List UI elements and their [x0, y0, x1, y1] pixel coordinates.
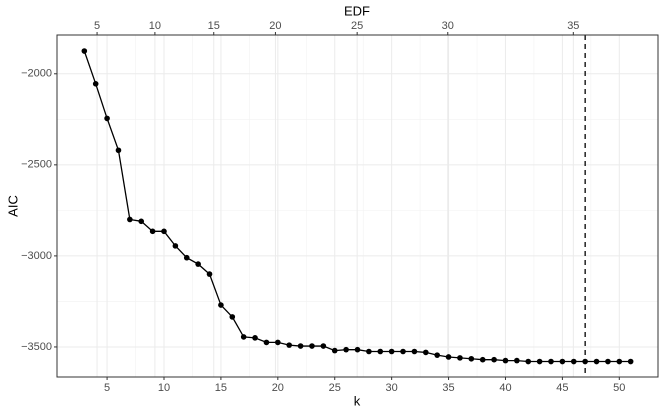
point	[229, 314, 236, 320]
point	[366, 348, 372, 355]
x2-tick-label: 15	[208, 20, 220, 32]
point	[161, 228, 167, 235]
point	[605, 358, 611, 365]
point	[104, 115, 110, 122]
point	[457, 355, 463, 361]
x-tick-label: 10	[158, 382, 170, 394]
point	[422, 349, 429, 356]
point	[468, 355, 475, 362]
point	[92, 81, 99, 87]
point	[411, 348, 418, 355]
x-tick-label: 5	[104, 382, 110, 394]
point	[400, 348, 406, 355]
point	[491, 356, 497, 363]
point	[252, 335, 258, 341]
x-tick-label: 25	[329, 382, 341, 394]
point	[514, 357, 520, 364]
point	[297, 343, 304, 349]
point	[331, 347, 338, 354]
y-tick-label: −3500	[21, 341, 52, 353]
point	[138, 218, 145, 225]
point	[502, 357, 509, 364]
point	[195, 261, 201, 267]
y-tick-label: −2000	[21, 68, 52, 80]
point	[127, 216, 133, 223]
point	[354, 346, 361, 353]
x2-tick-label: 10	[149, 20, 161, 32]
point	[115, 147, 122, 154]
point	[343, 346, 349, 353]
point	[320, 343, 327, 349]
point	[570, 358, 577, 365]
point	[183, 254, 190, 261]
point	[627, 358, 634, 365]
x2-tick-label: 30	[442, 20, 454, 32]
point	[536, 358, 543, 365]
point	[275, 339, 281, 346]
y-tick-label: −2500	[21, 159, 52, 171]
x2-axis-title: EDF	[344, 3, 370, 18]
x-tick-label: 40	[499, 382, 511, 394]
point	[434, 352, 440, 358]
point	[286, 342, 293, 348]
x2-tick-label: 35	[567, 20, 579, 32]
x-tick-label: 20	[272, 382, 284, 394]
x-tick-label: 50	[613, 382, 625, 394]
x-axis-title: k	[354, 393, 361, 408]
point	[479, 356, 486, 363]
point	[172, 243, 179, 249]
x2-tick-label: 20	[269, 20, 281, 32]
y-axis-title: AIC	[5, 195, 20, 217]
panel-border	[56, 34, 659, 378]
point	[81, 48, 88, 54]
y-tick-label: −3000	[21, 250, 52, 262]
point	[616, 358, 623, 365]
x-tick-label: 35	[442, 382, 454, 394]
point	[445, 354, 452, 360]
point	[559, 358, 566, 365]
point	[525, 358, 532, 365]
x2-tick-label: 5	[94, 20, 100, 32]
point	[548, 358, 554, 365]
point	[388, 348, 395, 355]
x-tick-label: 15	[215, 382, 227, 394]
point	[149, 228, 156, 235]
point	[206, 271, 213, 277]
point	[593, 358, 600, 365]
point	[240, 334, 247, 340]
point	[263, 339, 270, 346]
x-tick-label: 45	[556, 382, 568, 394]
point	[309, 343, 315, 349]
x2-tick-label: 25	[351, 20, 363, 32]
point	[377, 348, 384, 355]
point	[218, 302, 224, 308]
x-tick-label: 30	[386, 382, 398, 394]
